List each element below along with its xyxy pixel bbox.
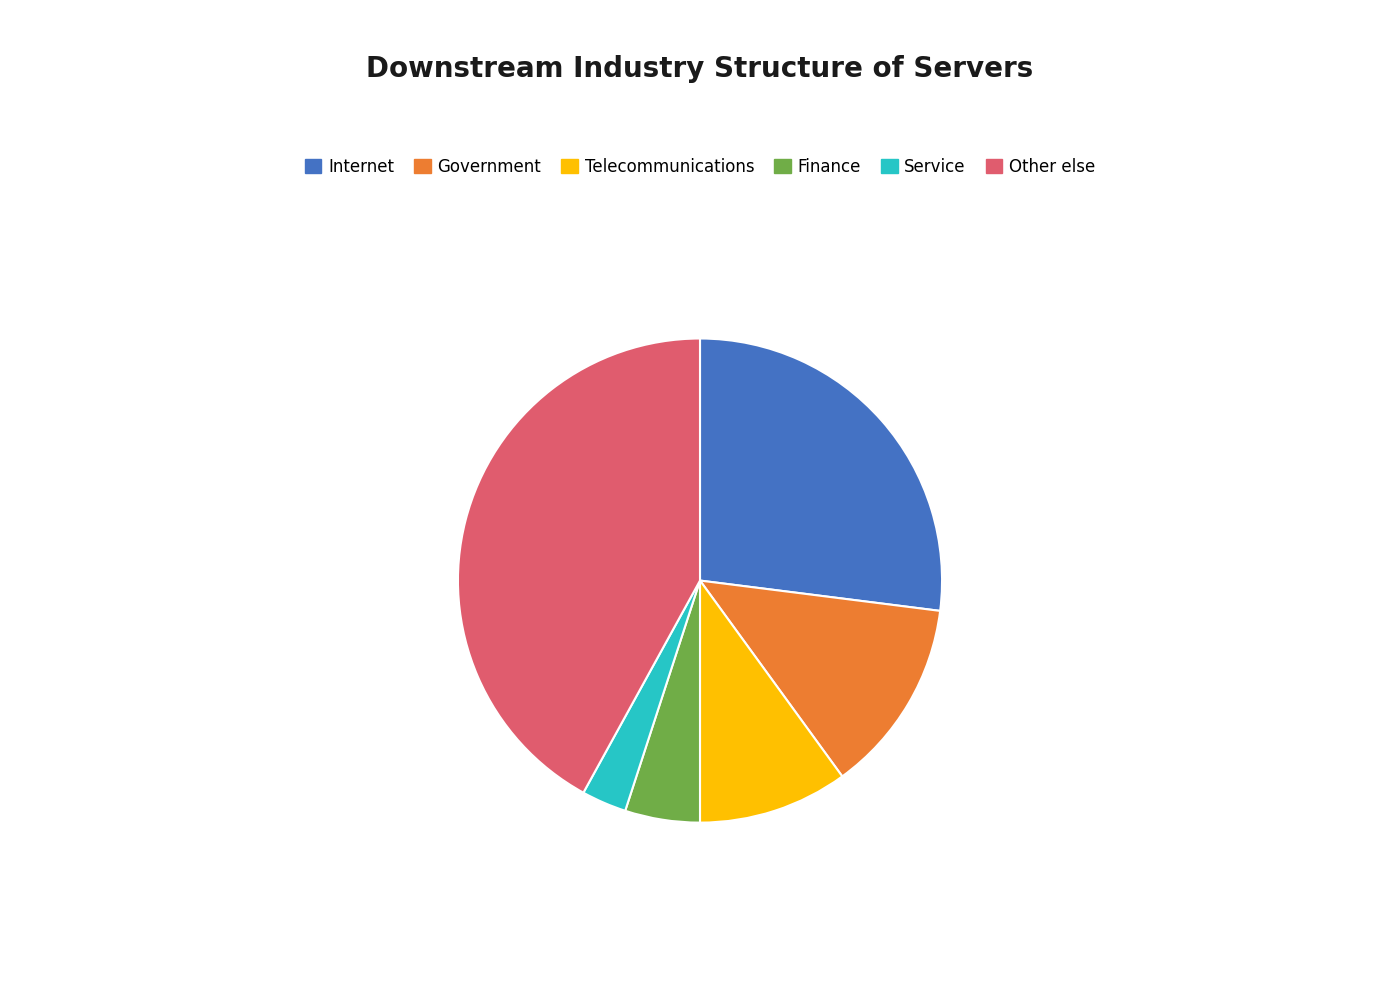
Wedge shape <box>626 581 700 823</box>
Text: Downstream Industry Structure of Servers: Downstream Industry Structure of Servers <box>367 55 1033 83</box>
Wedge shape <box>584 581 700 811</box>
Wedge shape <box>700 581 941 776</box>
Legend: Internet, Government, Telecommunications, Finance, Service, Other else: Internet, Government, Telecommunications… <box>298 151 1102 182</box>
Wedge shape <box>700 581 843 823</box>
Wedge shape <box>458 338 700 793</box>
Wedge shape <box>700 338 942 611</box>
